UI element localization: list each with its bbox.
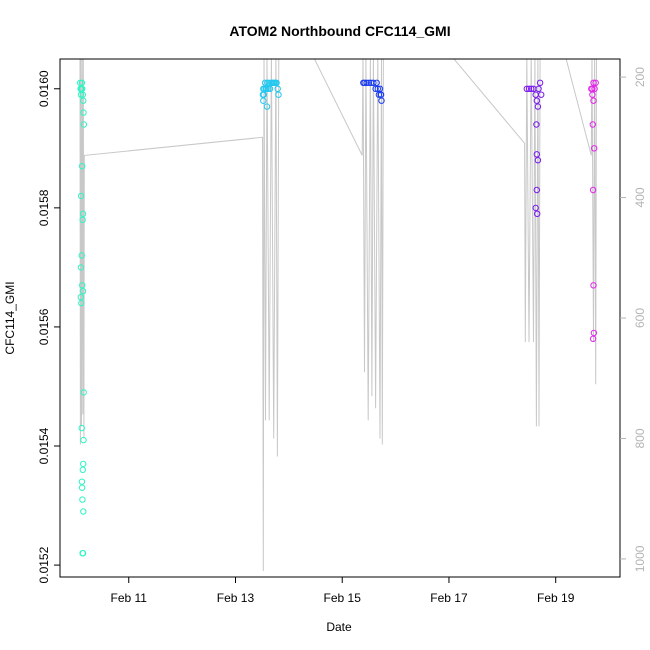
- data-point: [533, 121, 540, 128]
- data-point: [79, 91, 87, 98]
- data-point: [79, 282, 86, 289]
- data-point: [263, 103, 271, 110]
- y2-tick-label: 200: [633, 67, 647, 87]
- data-points-layer: [77, 79, 599, 557]
- data-point: [536, 79, 544, 87]
- data-point: [80, 109, 87, 116]
- data-point: [80, 436, 87, 444]
- data-point: [266, 85, 274, 93]
- y-tick-label: 0.0152: [37, 546, 51, 583]
- data-point: [538, 91, 545, 98]
- data-point: [77, 294, 85, 301]
- data-point: [589, 186, 597, 194]
- data-point: [79, 216, 86, 224]
- data-point: [79, 85, 86, 93]
- data-point: [78, 299, 85, 307]
- data-point: [274, 85, 281, 93]
- data-point: [79, 288, 87, 295]
- y2-tick-label: 800: [633, 428, 647, 448]
- data-point: [361, 79, 368, 87]
- data-point: [378, 97, 385, 104]
- altitude-profile-line: [79, 59, 597, 572]
- data-point: [589, 335, 597, 342]
- x-axis-label: Date: [326, 620, 352, 634]
- x-tick-label: Feb 17: [430, 591, 468, 605]
- x-tick-label: Feb 19: [537, 591, 575, 605]
- data-point: [78, 163, 86, 170]
- data-point: [533, 97, 540, 104]
- data-point: [77, 192, 85, 200]
- data-point: [525, 85, 533, 93]
- data-point: [590, 97, 597, 104]
- secondary-y-axis: 200 400 600 800 1000: [620, 67, 647, 572]
- altitude-profile-layer: [79, 59, 597, 572]
- x-tick-label: Feb 15: [324, 591, 362, 605]
- y-tick-label: 0.0154: [37, 427, 51, 464]
- y-tick-label: 0.0156: [37, 308, 51, 345]
- data-point: [523, 85, 530, 93]
- data-point: [78, 478, 86, 485]
- data-point: [273, 79, 280, 87]
- data-point: [375, 91, 383, 98]
- data-point: [80, 121, 88, 128]
- data-point: [591, 145, 598, 152]
- data-point: [77, 264, 85, 271]
- y-tick-label: 0.0158: [37, 189, 51, 226]
- y-axis: 0.0152 0.0154 0.0156 0.0158 0.0160: [37, 70, 60, 583]
- data-point: [372, 85, 379, 93]
- data-point: [590, 79, 597, 87]
- data-point: [534, 157, 542, 164]
- data-point: [78, 252, 85, 259]
- data-point: [78, 424, 85, 432]
- data-point: [261, 79, 269, 87]
- data-point: [78, 79, 86, 87]
- y-tick-label: 0.0160: [37, 70, 51, 107]
- data-point: [535, 85, 542, 93]
- y-axis-label: CFC114_GMI: [3, 281, 17, 354]
- data-point: [533, 186, 540, 194]
- y2-tick-label: 400: [633, 187, 647, 207]
- data-point: [80, 97, 87, 104]
- data-point: [373, 79, 380, 87]
- data-point: [590, 282, 597, 289]
- data-point: [275, 91, 282, 98]
- data-point: [533, 151, 540, 158]
- data-point: [80, 508, 87, 515]
- data-point: [259, 91, 267, 98]
- data-point: [79, 466, 87, 473]
- data-point: [365, 79, 373, 87]
- data-point: [79, 550, 87, 557]
- data-point: [589, 121, 596, 128]
- data-point: [264, 85, 272, 93]
- chart-title: ATOM2 Northbound CFC114_GMI: [229, 23, 450, 39]
- data-point: [592, 79, 599, 87]
- data-point: [363, 79, 370, 87]
- data-point: [528, 85, 535, 93]
- y2-tick-label: 600: [633, 308, 647, 328]
- data-point: [532, 204, 539, 212]
- data-point: [80, 389, 87, 396]
- data-point: [534, 210, 541, 218]
- data-point: [77, 91, 85, 98]
- data-point: [260, 97, 267, 104]
- data-point: [589, 91, 596, 98]
- data-point: [591, 85, 598, 93]
- data-point: [377, 91, 385, 98]
- data-point: [376, 85, 384, 93]
- x-axis: Feb 11 Feb 13 Feb 15 Feb 17 Feb 19: [111, 577, 575, 605]
- x-tick-label: Feb 11: [111, 591, 148, 605]
- data-point: [79, 496, 86, 503]
- data-point: [534, 103, 542, 110]
- x-tick-label: Feb 13: [217, 591, 255, 605]
- data-point: [590, 329, 598, 337]
- data-point: [80, 460, 87, 468]
- data-point: [374, 85, 381, 93]
- y2-tick-label: 1000: [633, 545, 647, 572]
- data-point: [370, 79, 377, 87]
- data-point: [78, 484, 86, 491]
- data-point: [79, 210, 87, 218]
